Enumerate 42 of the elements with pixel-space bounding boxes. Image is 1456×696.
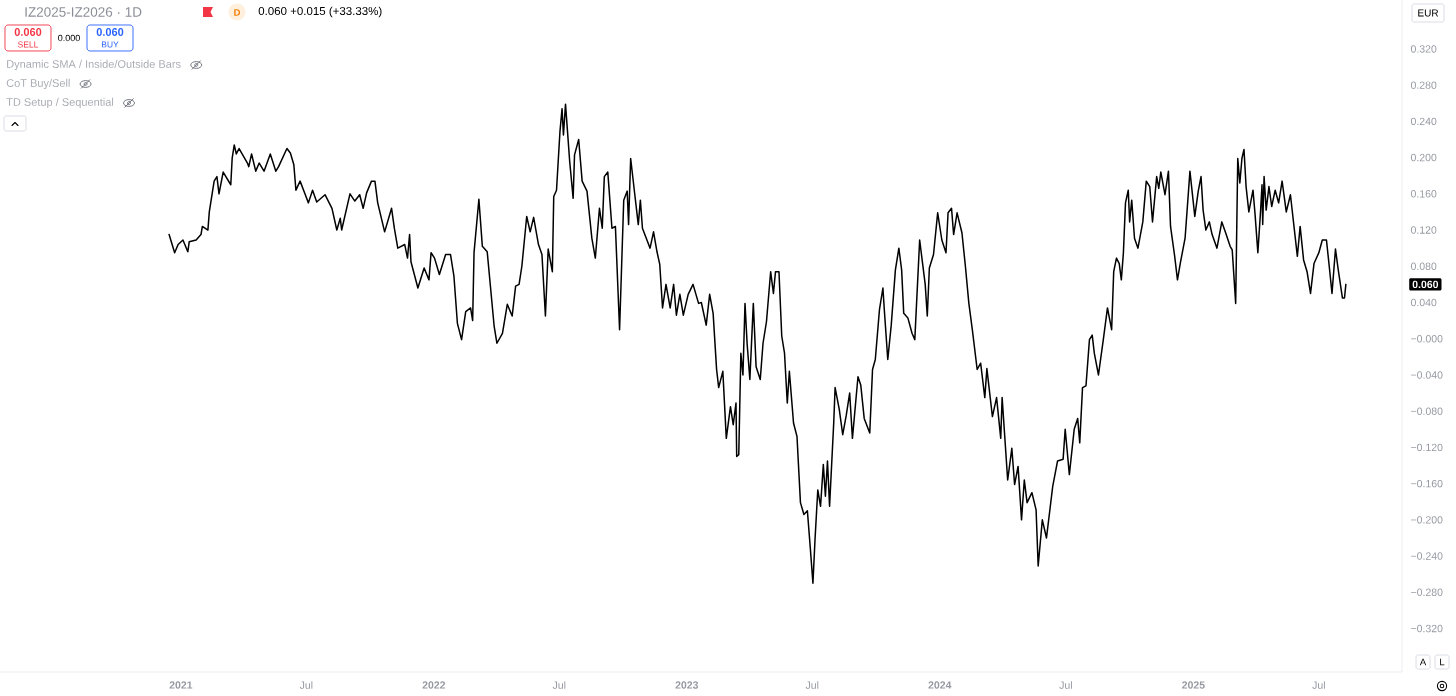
text: L	[1440, 658, 1445, 666]
annotation: 0.000	[58, 34, 80, 42]
y-tick-label: 0.160	[1410, 190, 1437, 198]
text: EUR	[1418, 9, 1439, 17]
y-tick-label: 0.200	[1410, 153, 1437, 162]
y-tick-label: −0.000	[1411, 335, 1443, 343]
y-tick-label: 0.240	[1410, 117, 1437, 126]
annotation: TD Setup / Sequential	[6, 97, 114, 109]
annotation: D	[234, 9, 241, 16]
text: 0.060	[1412, 280, 1439, 289]
y-tick-label: −0.240	[1411, 552, 1443, 560]
x-tick-label: 2022	[422, 681, 446, 689]
x-tick-label: 2025	[1182, 681, 1205, 689]
annotation: CoT Buy/Sell	[6, 78, 70, 90]
annotation: 0.060	[14, 28, 42, 36]
y-tick-label: −0.160	[1411, 479, 1443, 488]
x-tick-label: Jul	[1312, 681, 1325, 689]
x-tick-label: 2021	[169, 681, 193, 689]
y-tick-label: 0.280	[1410, 81, 1437, 89]
y-tick-label: −0.320	[1411, 624, 1443, 633]
x-tick-label: 2024	[928, 681, 952, 689]
y-tick-label: 0.080	[1410, 262, 1437, 270]
annotation: SELL	[18, 41, 39, 48]
annotation: BUY	[101, 41, 119, 48]
y-tick-label: 0.320	[1410, 45, 1437, 53]
text: A	[1419, 658, 1427, 666]
x-tick-label: Jul	[1059, 681, 1072, 689]
chart-title: IZ2025-IZ2026 · 1D	[25, 7, 142, 17]
y-tick-label: −0.280	[1411, 588, 1443, 597]
y-tick-label: 0.040	[1410, 298, 1437, 307]
x-tick-label: Jul	[299, 681, 313, 689]
y-tick-label: −0.120	[1411, 443, 1443, 452]
annotation: Dynamic SMA / Inside/Outside Bars	[7, 59, 181, 71]
y-tick-label: −0.080	[1411, 407, 1443, 415]
y-tick-label: 0.120	[1410, 226, 1437, 234]
y-tick-label: −0.040	[1411, 371, 1443, 379]
x-tick-label: Jul	[552, 681, 566, 689]
x-tick-label: Jul	[805, 681, 819, 689]
y-tick-label: −0.200	[1411, 516, 1443, 524]
x-tick-label: 2023	[675, 681, 699, 689]
annotation: 0.060	[96, 28, 124, 36]
text: 0.060 +0.015 (+33.33%)	[258, 6, 382, 18]
